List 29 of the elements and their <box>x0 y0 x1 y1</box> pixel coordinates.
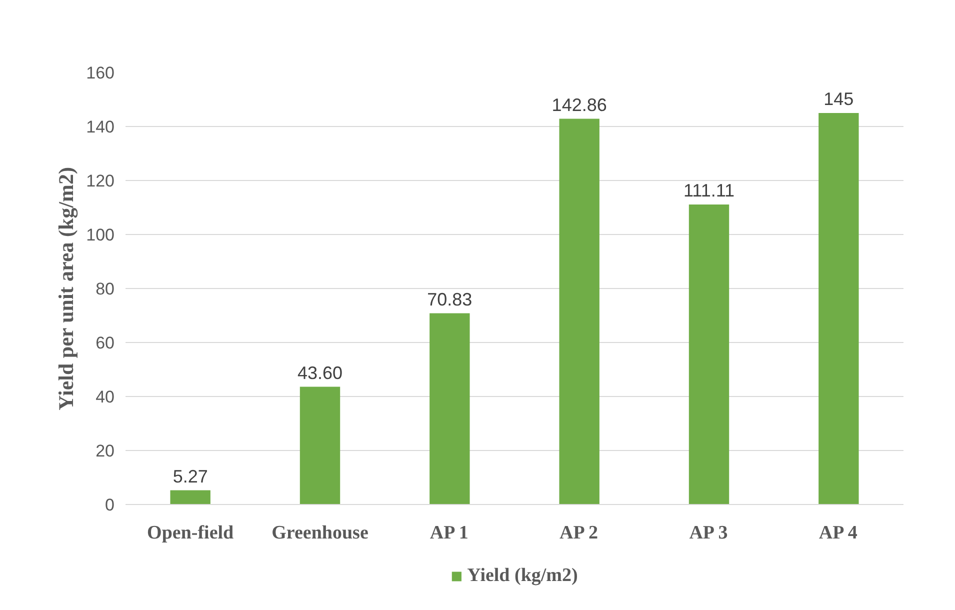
x-tick-label: AP 2 <box>560 522 598 544</box>
bar <box>818 113 859 504</box>
x-tick-label: AP 4 <box>818 522 858 544</box>
data-label: 145 <box>824 89 854 109</box>
x-tick-label: AP 1 <box>430 522 468 544</box>
data-label: 43.60 <box>297 362 343 383</box>
x-tick-label: AP 3 <box>689 522 728 544</box>
data-label: 142.86 <box>552 94 607 115</box>
y-axis-title: Yield per unit area (kg/m2) <box>54 166 78 410</box>
y-tick-label: 120 <box>86 172 115 190</box>
y-tick-label: 140 <box>86 118 115 136</box>
y-tick-label: 0 <box>105 496 115 514</box>
y-tick-label: 160 <box>86 64 115 82</box>
legend-label: Yield (kg/m2) <box>467 565 578 587</box>
x-tick-label: Greenhouse <box>272 522 368 544</box>
y-tick-label: 40 <box>96 388 115 406</box>
y-tick-label: 60 <box>96 334 115 352</box>
data-label: 5.27 <box>172 466 208 486</box>
bar <box>430 313 470 504</box>
bar <box>300 386 340 504</box>
y-tick-label: 100 <box>86 226 115 244</box>
y-tick-label: 20 <box>96 442 115 460</box>
data-label: 70.83 <box>427 289 472 310</box>
data-label: 111.11 <box>683 180 735 201</box>
bar <box>559 118 600 504</box>
bar <box>688 204 730 504</box>
x-tick-label: Open-field <box>147 522 234 544</box>
y-tick-label: 80 <box>96 280 115 298</box>
bar <box>170 490 210 504</box>
